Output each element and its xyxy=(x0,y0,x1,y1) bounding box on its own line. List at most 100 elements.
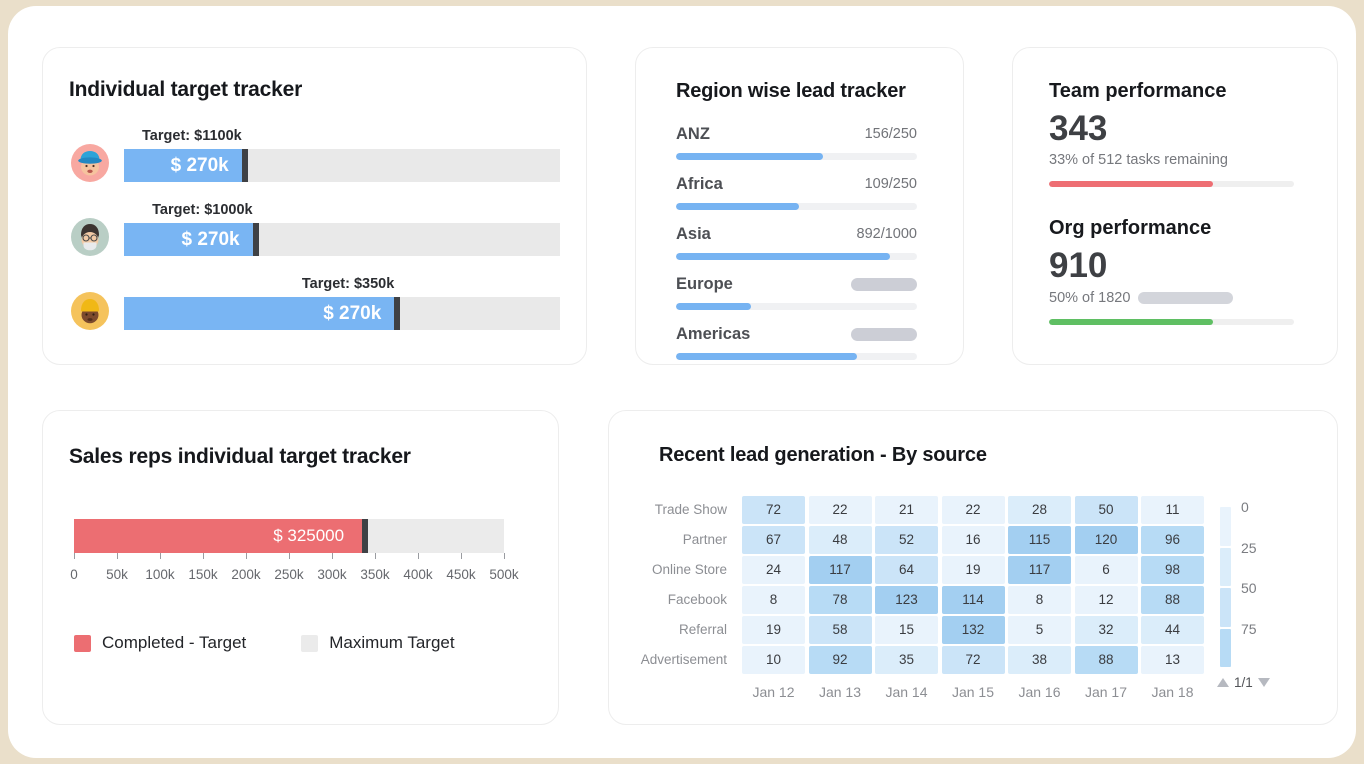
target-label-row: Target: $350k xyxy=(124,269,560,297)
heatmap-cell: 12 xyxy=(1074,586,1138,614)
rep-target-row: Target: $350k $ 270k xyxy=(71,269,560,330)
heatmap-cell: 35 xyxy=(875,646,938,674)
axis-tick-label: 500k xyxy=(489,567,519,582)
heatmap-cell: 13 xyxy=(1141,646,1204,674)
heatmap-cell: 72 xyxy=(742,496,805,524)
heatmap-column-label: Jan 13 xyxy=(818,684,862,700)
sales-bar-track: $ 325000 xyxy=(74,519,504,553)
region-line: Africa 109/250 xyxy=(676,172,917,196)
heatmap-cell: 88 xyxy=(1074,646,1138,674)
axis-tick-label: 50k xyxy=(106,567,128,582)
heatmap-row-label: Partner xyxy=(682,532,727,547)
axis-tick-label: 450k xyxy=(446,567,476,582)
target-marker xyxy=(394,297,401,330)
region-bar-fill xyxy=(676,203,799,210)
heatmap-cell: 6 xyxy=(1074,556,1138,584)
heatmap-scale-segment xyxy=(1220,507,1231,546)
card-region-lead-tracker: Region wise lead tracker ANZ 156/250 Afric… xyxy=(635,47,964,365)
heatmap-cell: 24 xyxy=(742,556,805,584)
individual-target-rows: Target: $1100k $ 270k Target: $1000k $ 270k… xyxy=(71,121,560,343)
heatmap-cell: 8 xyxy=(1008,586,1071,614)
region-bar-track xyxy=(676,203,917,210)
region-bar-fill xyxy=(676,153,823,160)
target-bar-track: $ 270k xyxy=(124,297,560,330)
page-up-icon[interactable] xyxy=(1217,678,1229,687)
performance-section: Team performance 343 33% of 512 tasks rema… xyxy=(1049,80,1294,188)
target-label: Target: $350k xyxy=(301,276,395,292)
heatmap-cell: 19 xyxy=(941,556,1005,584)
performance-bar-track xyxy=(1049,181,1294,188)
region-row: Americas xyxy=(676,322,917,360)
performance-section: Org performance 910 50% of 1820 xyxy=(1049,217,1294,325)
region-line: ANZ 156/250 xyxy=(676,122,917,146)
heatmap-column-label: Jan 17 xyxy=(1084,684,1128,700)
axis-tick xyxy=(504,553,505,559)
page-down-icon[interactable] xyxy=(1257,678,1270,687)
heatmap-cell: 11 xyxy=(1141,496,1204,524)
target-bar-fill: $ 270k xyxy=(124,149,242,182)
performance-subtitle: 50% of 1820 xyxy=(1049,290,1294,306)
performance-subtitle: 33% of 512 tasks remaining xyxy=(1049,152,1294,168)
performance-title: Team performance xyxy=(1049,80,1227,102)
rep-1-avatar-icon xyxy=(71,144,109,182)
heatmap-cell: 38 xyxy=(1008,646,1071,674)
bar-value-label: $ 270k xyxy=(323,302,382,324)
sales-reps-legend: Completed - Target Maximum Target xyxy=(74,633,455,653)
heatmap-pagination: 1/1 xyxy=(1217,675,1270,690)
heatmap-scale-segment xyxy=(1220,628,1231,667)
heatmap-cell: 115 xyxy=(1008,526,1071,554)
target-marker xyxy=(362,519,369,553)
heatmap-cell: 92 xyxy=(808,646,872,674)
sales-reps-bar-chart: $ 325000 0 50k 100k 150k 200k 250k 300k 350k 400k… xyxy=(70,519,519,582)
target-bar-track: $ 270k xyxy=(124,149,560,182)
heatmap-cell: 132 xyxy=(941,616,1005,644)
value-skeleton xyxy=(851,277,917,291)
value-skeleton xyxy=(851,327,917,341)
region-bar-track xyxy=(676,253,917,260)
target-label: Target: $1000k xyxy=(152,202,253,218)
performance-bar-fill xyxy=(1049,318,1214,325)
target-label: Target: $1100k xyxy=(142,128,242,144)
region-row: ANZ 156/250 xyxy=(676,122,917,160)
heatmap-cell: 96 xyxy=(1141,526,1204,554)
performance-subtitle-text: 33% of 512 tasks remaining xyxy=(1049,152,1228,169)
region-row: Africa 109/250 xyxy=(676,172,917,210)
legend-swatch xyxy=(74,634,91,652)
bar-value-label: $ 270k xyxy=(170,154,229,176)
region-name: Asia xyxy=(676,224,711,243)
region-bar-fill xyxy=(676,303,751,310)
dashboard-surface: Individual target tracker Target: $1100k… xyxy=(8,6,1356,758)
legend-label: Maximum Target xyxy=(329,633,455,652)
legend-item: Maximum Target xyxy=(301,633,455,653)
performance-value: 343 xyxy=(1049,109,1108,148)
axis-tick xyxy=(461,553,462,559)
sales-bar-fill: $ 325000 xyxy=(74,519,363,553)
region-value: 156/250 xyxy=(864,126,917,142)
performance-bar-track xyxy=(1049,318,1294,325)
heatmap-scale-segment xyxy=(1220,588,1231,627)
rep-3-avatar-icon xyxy=(71,292,109,330)
region-bar-fill xyxy=(676,253,891,260)
legend-swatch xyxy=(301,634,319,652)
region-value: 892/1000 xyxy=(856,226,917,242)
heatmap-row-label: Referral xyxy=(678,622,727,637)
heatmap-row-label: Advertisement xyxy=(640,652,727,667)
axis-tick xyxy=(160,553,161,559)
axis-tick xyxy=(117,553,118,559)
heatmap-scale-label: 0 xyxy=(1241,499,1249,515)
heatmap-scale-segment xyxy=(1220,547,1231,586)
region-name: Europe xyxy=(676,274,733,293)
legend-item: Completed - Target xyxy=(74,633,246,653)
target-marker xyxy=(252,223,259,256)
region-value: 109/250 xyxy=(864,176,917,192)
performance-title: Org performance xyxy=(1049,217,1212,240)
heatmap-cell: 50 xyxy=(1074,496,1138,524)
target-label-row: Target: $1000k xyxy=(124,195,560,223)
heatmap-cell: 8 xyxy=(742,586,805,614)
region-bar-track xyxy=(676,303,917,310)
region-name: Americas xyxy=(676,324,751,343)
heatmap-cell: 117 xyxy=(1008,556,1071,584)
heatmap-cell: 120 xyxy=(1074,526,1138,554)
heatmap-cell: 58 xyxy=(808,616,872,644)
heatmap-cell: 28 xyxy=(1008,496,1071,524)
